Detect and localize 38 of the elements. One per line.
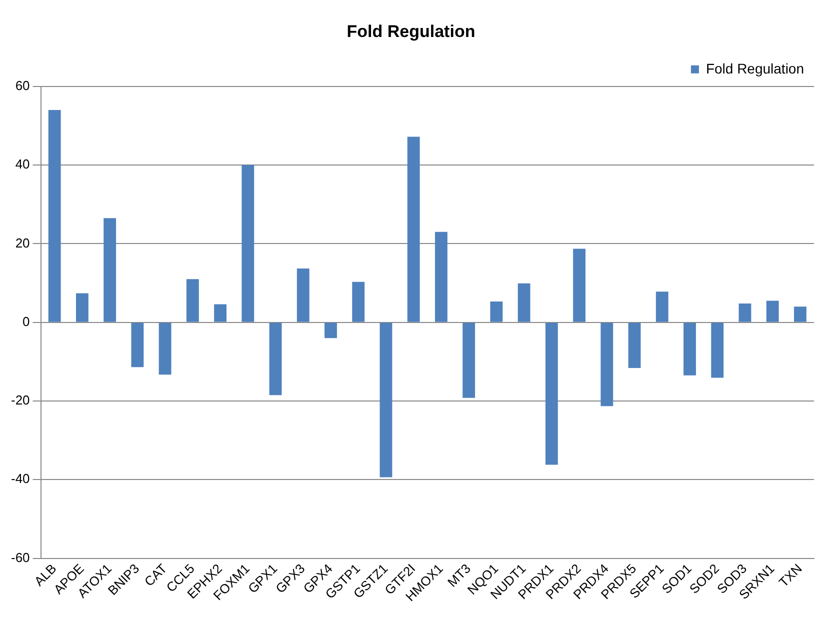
bar	[766, 300, 779, 322]
bar	[76, 293, 88, 322]
bar	[407, 136, 420, 322]
bar	[738, 303, 752, 322]
legend-label: Fold Regulation	[706, 60, 804, 76]
bar	[573, 248, 586, 322]
bar	[131, 322, 144, 368]
y-tick-label: -20	[10, 392, 30, 408]
bar	[794, 306, 806, 322]
bar	[711, 322, 724, 378]
bar	[600, 322, 614, 406]
bar	[434, 232, 448, 322]
y-tick-label: 40	[15, 156, 30, 172]
x-tick-label: TXN	[776, 560, 805, 590]
bar	[104, 218, 116, 322]
bar	[518, 283, 530, 322]
bar	[296, 268, 310, 322]
bar	[684, 322, 696, 376]
bar	[48, 110, 61, 322]
chart-title: Fold Regulation	[346, 22, 476, 41]
bar	[545, 322, 558, 465]
bar	[186, 279, 199, 322]
y-tick-label: 0	[22, 314, 30, 329]
bar	[214, 304, 226, 322]
y-tick-label: 20	[15, 235, 30, 250]
bar	[628, 322, 641, 368]
bar	[324, 322, 337, 338]
bar	[352, 282, 365, 322]
bar	[269, 322, 282, 396]
bar	[158, 322, 172, 375]
bar	[490, 302, 503, 322]
bar	[380, 322, 392, 478]
y-tick-label: 60	[15, 78, 30, 93]
bar	[656, 292, 668, 322]
y-tick-label: -40	[10, 471, 30, 486]
y-tick-label: -60	[10, 550, 30, 565]
bar	[242, 165, 254, 322]
bar	[462, 322, 476, 398]
